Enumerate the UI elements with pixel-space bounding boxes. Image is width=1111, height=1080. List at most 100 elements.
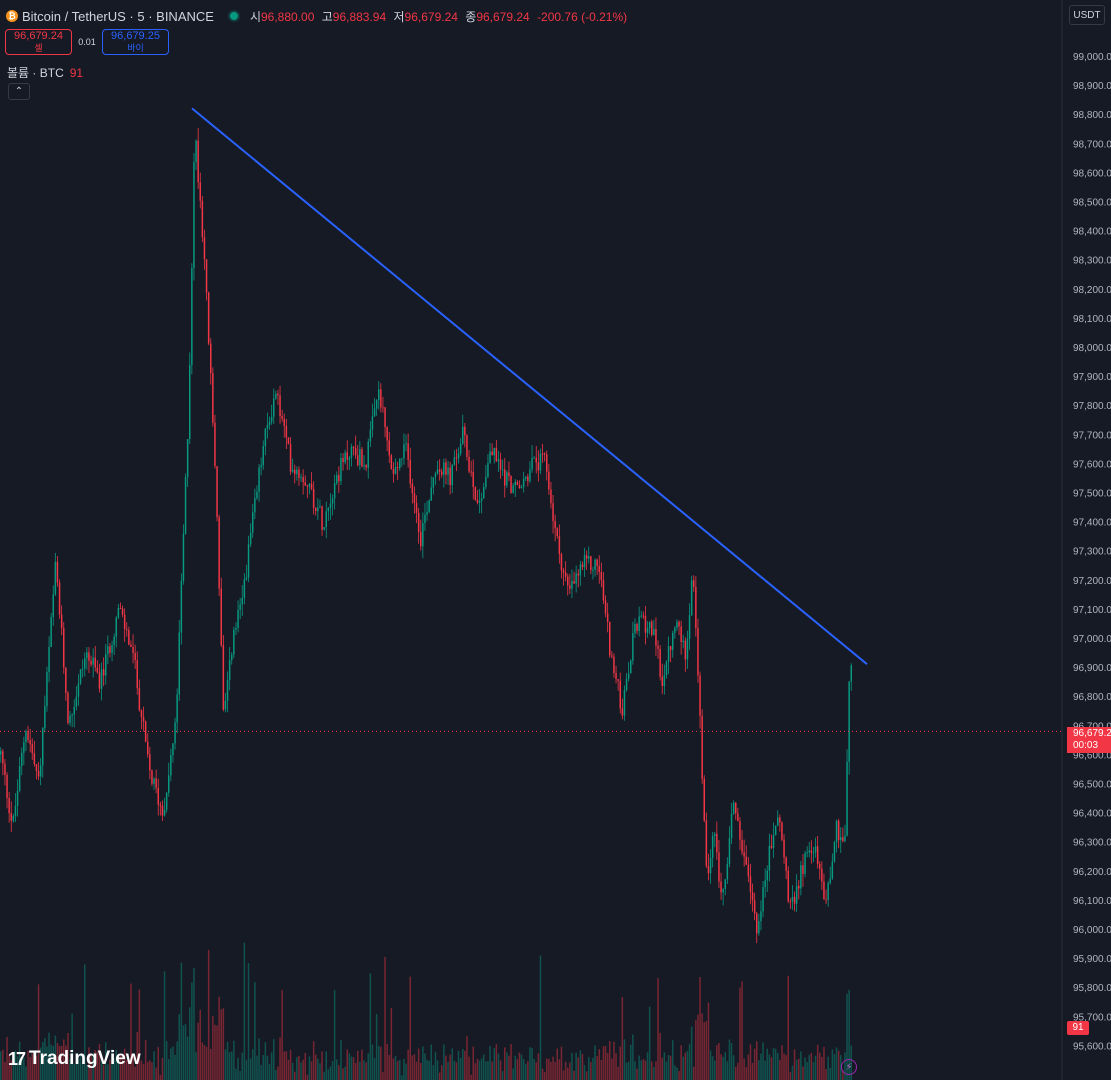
- candle-body[interactable]: [724, 879, 727, 889]
- candle-body[interactable]: [749, 876, 752, 893]
- candle-body[interactable]: [100, 669, 103, 689]
- candle-body[interactable]: [260, 465, 262, 468]
- candle-body[interactable]: [189, 364, 191, 440]
- candle-body[interactable]: [720, 881, 722, 893]
- candle-body[interactable]: [558, 536, 561, 555]
- candle-body[interactable]: [117, 608, 120, 618]
- candle-body[interactable]: [520, 487, 523, 489]
- candle-body[interactable]: [779, 817, 781, 823]
- candle-body[interactable]: [205, 259, 208, 293]
- candle-body[interactable]: [321, 506, 323, 530]
- candle-body[interactable]: [16, 790, 19, 806]
- candle-body[interactable]: [642, 615, 645, 617]
- candle-body[interactable]: [518, 485, 521, 488]
- candle-body[interactable]: [585, 555, 588, 559]
- candle-body[interactable]: [596, 559, 598, 567]
- candle-body[interactable]: [737, 813, 739, 822]
- candle-body[interactable]: [239, 604, 241, 610]
- candle-body[interactable]: [741, 839, 743, 853]
- candle-body[interactable]: [128, 630, 130, 645]
- candle-body[interactable]: [653, 628, 655, 635]
- candle-body[interactable]: [50, 616, 52, 648]
- candle-body[interactable]: [810, 850, 813, 853]
- candle-body[interactable]: [10, 813, 13, 821]
- candle-body[interactable]: [155, 778, 157, 788]
- candlesticks[interactable]: [0, 128, 852, 944]
- candle-body[interactable]: [480, 498, 483, 501]
- candle-body[interactable]: [804, 853, 806, 874]
- candle-body[interactable]: [46, 672, 48, 707]
- candle-body[interactable]: [382, 407, 384, 409]
- candle-body[interactable]: [646, 628, 649, 633]
- candle-body[interactable]: [739, 821, 741, 840]
- candle-body[interactable]: [594, 559, 596, 571]
- candle-body[interactable]: [483, 487, 485, 499]
- candle-body[interactable]: [81, 668, 84, 670]
- candle-body[interactable]: [577, 573, 580, 576]
- candle-body[interactable]: [42, 728, 44, 766]
- trendline-drawing[interactable]: [191, 107, 868, 665]
- candle-body[interactable]: [92, 657, 94, 665]
- candle-body[interactable]: [310, 483, 313, 489]
- candle-body[interactable]: [157, 787, 160, 805]
- candle-body[interactable]: [783, 839, 785, 858]
- currency-selector[interactable]: USDT: [1069, 5, 1105, 25]
- candle-body[interactable]: [258, 467, 260, 492]
- candle-body[interactable]: [172, 743, 174, 756]
- candle-body[interactable]: [247, 544, 250, 578]
- candle-body[interactable]: [357, 455, 359, 466]
- candle-body[interactable]: [474, 487, 477, 501]
- candle-body[interactable]: [661, 676, 664, 686]
- candle-body[interactable]: [516, 481, 519, 486]
- candle-body[interactable]: [835, 820, 838, 843]
- candle-body[interactable]: [600, 571, 603, 581]
- candle-body[interactable]: [14, 805, 17, 816]
- candle-body[interactable]: [119, 608, 122, 610]
- candle-body[interactable]: [791, 896, 794, 902]
- candle-body[interactable]: [522, 478, 525, 488]
- candle-body[interactable]: [432, 477, 435, 488]
- candle-body[interactable]: [823, 881, 825, 900]
- candle-body[interactable]: [464, 426, 466, 436]
- candle-body[interactable]: [506, 472, 508, 486]
- candle-body[interactable]: [632, 633, 634, 661]
- candle-body[interactable]: [409, 459, 412, 484]
- candle-body[interactable]: [466, 435, 468, 457]
- candle-body[interactable]: [487, 463, 489, 477]
- candle-body[interactable]: [657, 645, 659, 649]
- candle-body[interactable]: [283, 418, 286, 426]
- candle-body[interactable]: [279, 395, 281, 417]
- candle-body[interactable]: [707, 866, 710, 874]
- candle-body[interactable]: [266, 424, 269, 429]
- candle-body[interactable]: [71, 714, 73, 716]
- candle-body[interactable]: [426, 512, 428, 515]
- candle-body[interactable]: [65, 667, 67, 693]
- candle-body[interactable]: [602, 580, 605, 601]
- candle-body[interactable]: [224, 700, 227, 710]
- candle-body[interactable]: [478, 500, 481, 503]
- candle-body[interactable]: [468, 456, 470, 472]
- candle-body[interactable]: [424, 514, 426, 524]
- candle-body[interactable]: [325, 511, 328, 528]
- candle-body[interactable]: [680, 626, 682, 642]
- candle-body[interactable]: [543, 453, 546, 455]
- candle-body[interactable]: [795, 885, 798, 904]
- candle-body[interactable]: [281, 416, 283, 419]
- candle-body[interactable]: [476, 500, 479, 503]
- candle-body[interactable]: [27, 731, 29, 741]
- candle-body[interactable]: [142, 716, 145, 722]
- candle-body[interactable]: [231, 654, 233, 661]
- candle-body[interactable]: [84, 658, 86, 669]
- candle-body[interactable]: [182, 533, 185, 581]
- candle-body[interactable]: [695, 587, 697, 629]
- candle-body[interactable]: [212, 373, 214, 423]
- candle-body[interactable]: [665, 661, 668, 676]
- candle-body[interactable]: [617, 679, 619, 681]
- candle-body[interactable]: [31, 744, 34, 754]
- candle-body[interactable]: [701, 715, 703, 779]
- candle-body[interactable]: [634, 623, 636, 634]
- candle-body[interactable]: [546, 454, 548, 472]
- candle-body[interactable]: [369, 429, 372, 442]
- candle-body[interactable]: [136, 660, 139, 689]
- candle-body[interactable]: [726, 864, 729, 880]
